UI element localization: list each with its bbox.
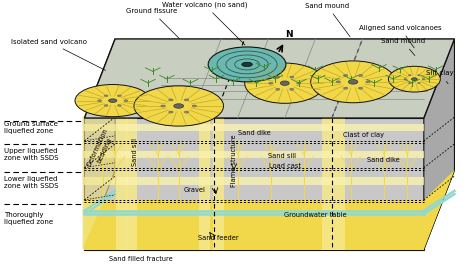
Ellipse shape [310,61,395,103]
Text: Sand feeder: Sand feeder [199,235,239,241]
Ellipse shape [276,76,280,78]
Ellipse shape [344,75,348,76]
Polygon shape [84,177,424,185]
Text: Water volcano (no sand): Water volcano (no sand) [162,2,247,45]
Polygon shape [199,118,210,250]
Ellipse shape [389,66,440,92]
Ellipse shape [104,95,108,97]
Text: Groundwater table: Groundwater table [284,212,346,218]
Ellipse shape [422,79,425,80]
Text: Sand sill: Sand sill [132,138,138,166]
Text: Clast of clay: Clast of clay [344,132,384,138]
Ellipse shape [290,76,294,78]
Ellipse shape [418,75,420,76]
Ellipse shape [169,111,173,113]
Polygon shape [84,150,424,158]
Ellipse shape [161,105,165,107]
Ellipse shape [418,82,420,84]
Text: Sand dike: Sand dike [367,157,400,163]
Ellipse shape [344,87,348,89]
Ellipse shape [358,75,363,76]
Text: Isolated sand volcano: Isolated sand volcano [11,39,106,70]
Text: Aligned sand volcanoes: Aligned sand volcanoes [359,25,442,48]
Text: N: N [285,30,293,39]
Ellipse shape [169,99,173,101]
Ellipse shape [184,111,189,113]
Text: Sand mound: Sand mound [305,3,350,37]
Ellipse shape [280,81,289,85]
Polygon shape [84,200,424,250]
Ellipse shape [192,105,197,107]
Text: Sand dike: Sand dike [238,130,271,136]
Text: Sand filled fracture: Sand filled fracture [109,256,173,262]
Ellipse shape [118,105,121,106]
Text: Ground fissure: Ground fissure [126,8,179,38]
Polygon shape [424,170,455,250]
Ellipse shape [336,81,340,83]
Text: Gravel: Gravel [183,188,205,194]
Text: Lower liquefied
zone with SSDS: Lower liquefied zone with SSDS [4,176,59,189]
Polygon shape [84,39,115,250]
Ellipse shape [366,81,370,83]
Text: Upper liquefied
zone with SSDS: Upper liquefied zone with SSDS [4,148,59,161]
Ellipse shape [124,100,128,102]
Ellipse shape [174,104,183,108]
Ellipse shape [409,82,411,84]
Text: Silt clay: Silt clay [427,70,454,84]
Polygon shape [84,170,455,250]
Text: Thoroughly
liquefied zone: Thoroughly liquefied zone [4,212,54,225]
Ellipse shape [297,82,301,84]
Text: Flame structure: Flame structure [231,135,237,187]
Ellipse shape [118,95,121,97]
Ellipse shape [269,82,273,84]
Ellipse shape [404,79,407,80]
Ellipse shape [245,63,325,103]
Ellipse shape [276,88,280,90]
Text: Load cast: Load cast [269,162,301,168]
Ellipse shape [208,47,286,82]
Polygon shape [84,124,424,131]
Ellipse shape [348,79,358,84]
Text: Ground surface
liquefied zone: Ground surface liquefied zone [4,121,58,134]
Ellipse shape [104,105,108,106]
Ellipse shape [409,75,411,76]
Ellipse shape [184,99,189,101]
Polygon shape [82,39,118,250]
Polygon shape [333,118,345,250]
Text: Sand mound: Sand mound [381,38,425,56]
Polygon shape [424,39,455,250]
Ellipse shape [75,85,150,117]
Polygon shape [84,118,424,250]
Polygon shape [321,118,333,250]
Ellipse shape [134,86,224,126]
Text: Deformation
bedding: Deformation bedding [86,127,116,171]
Ellipse shape [109,99,117,102]
Ellipse shape [98,100,101,102]
Ellipse shape [242,62,252,67]
Ellipse shape [290,88,294,90]
Polygon shape [84,39,455,118]
Polygon shape [117,118,128,250]
Polygon shape [213,118,224,250]
Polygon shape [126,118,137,250]
Ellipse shape [411,78,417,81]
Text: Sand sill: Sand sill [268,153,296,159]
Ellipse shape [358,87,363,89]
